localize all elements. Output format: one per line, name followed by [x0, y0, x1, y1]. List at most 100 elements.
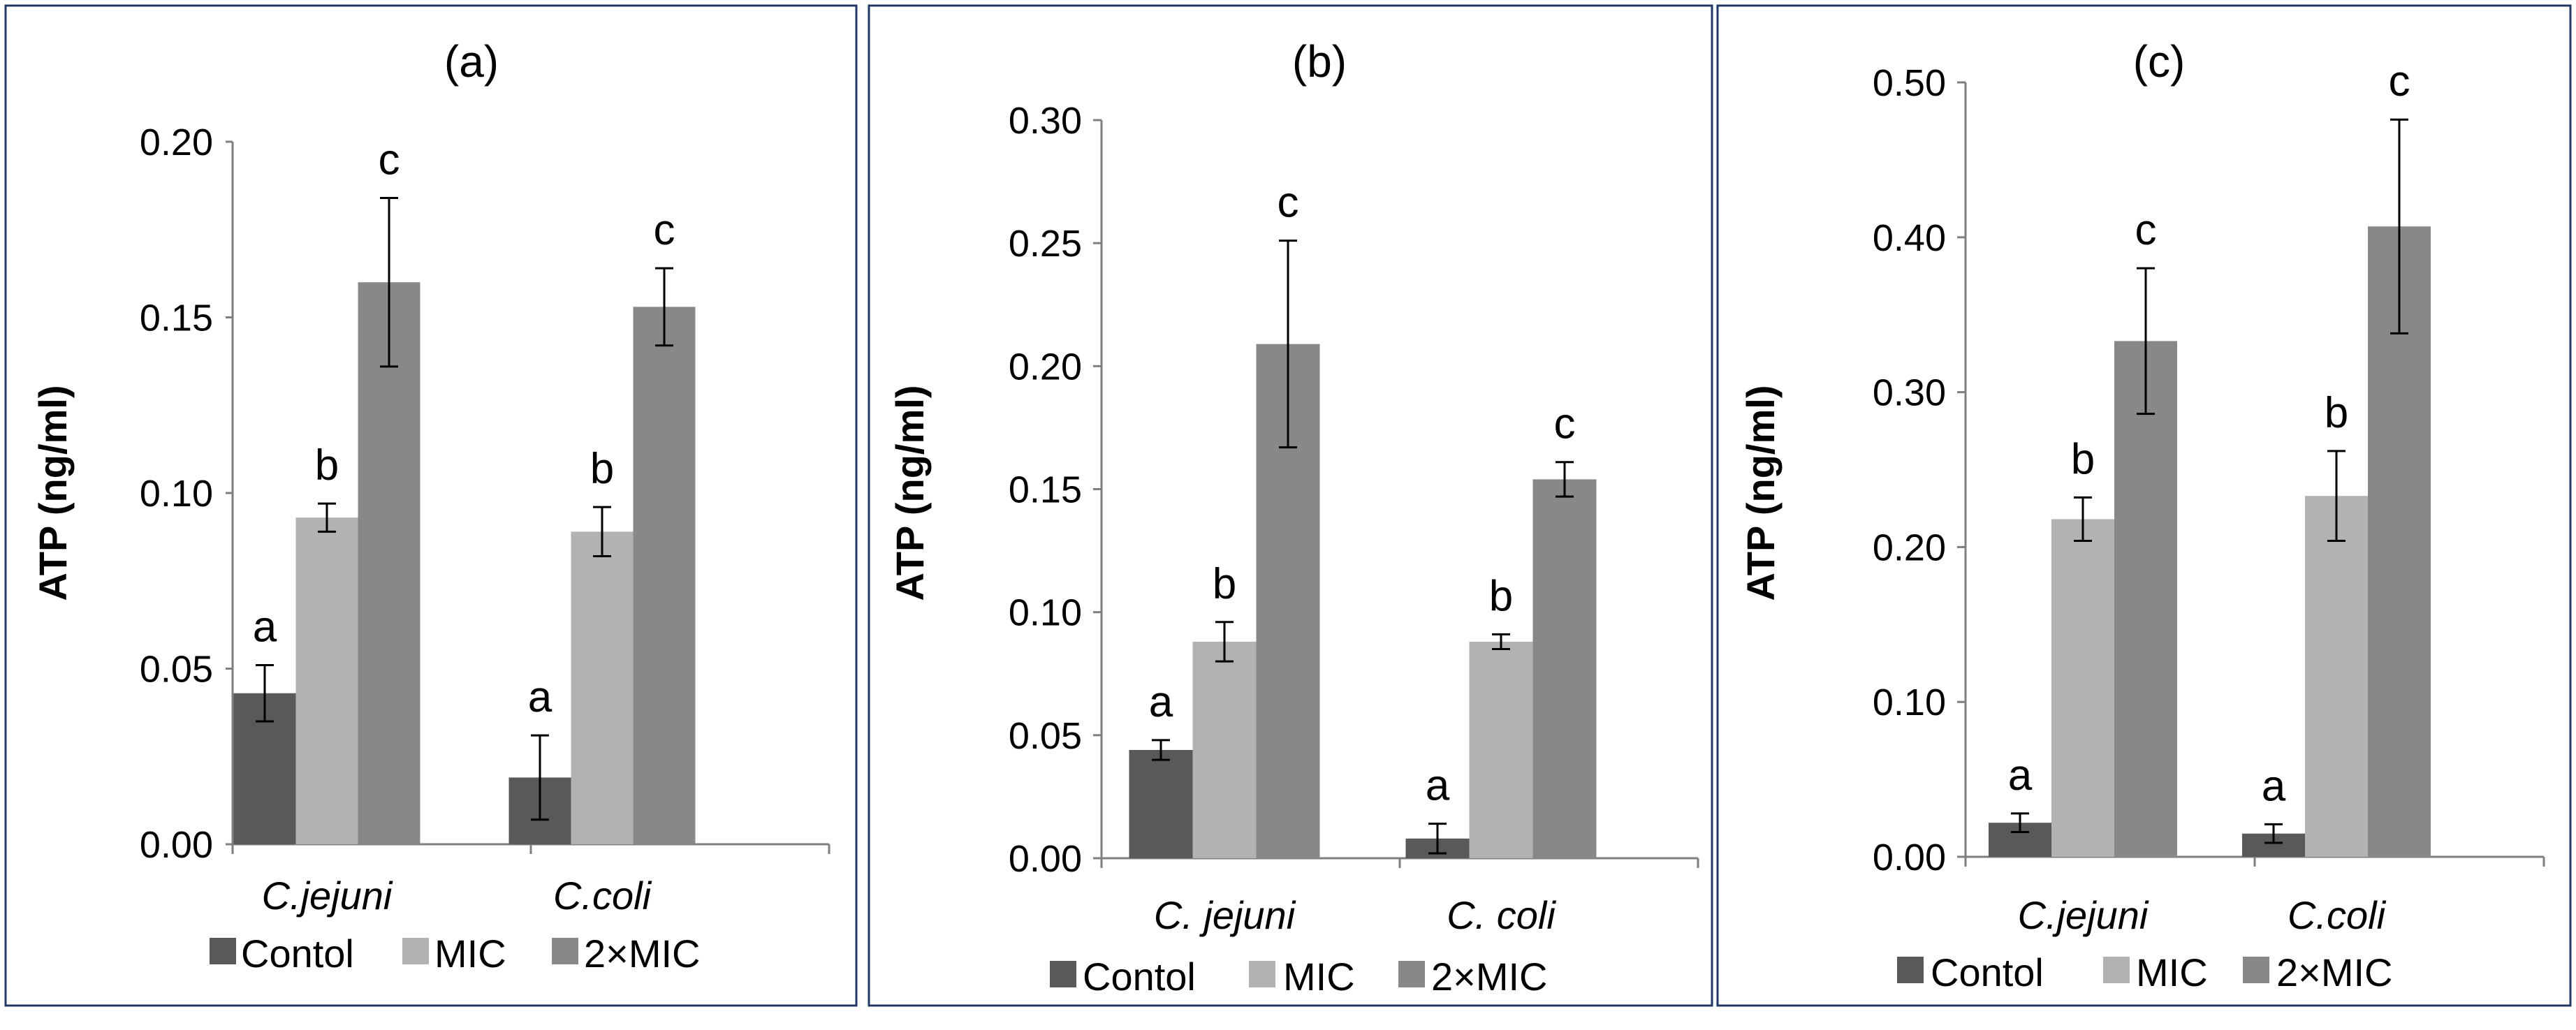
- legend-swatch: [552, 938, 578, 964]
- bar-c-coli-mic: [1469, 641, 1533, 858]
- category-label: C.coli: [553, 874, 652, 918]
- legend-label: MIC: [434, 932, 506, 976]
- bar-c-jejuni-mic: [2051, 519, 2114, 857]
- y-tick-label: 0.15: [140, 297, 213, 339]
- legend-swatch: [1050, 961, 1076, 987]
- significance-letter: a: [528, 673, 552, 721]
- legend-swatch: [1398, 961, 1425, 987]
- error-bar: [2327, 450, 2346, 543]
- legend-label: 2×MIC: [1431, 955, 1548, 999]
- legend-label: 2×MIC: [2276, 950, 2393, 994]
- bar-c-jejuni-contol: [1129, 749, 1193, 858]
- y-tick-label: 0.15: [1009, 469, 1082, 511]
- significance-letter: c: [2389, 57, 2410, 105]
- significance-letter: c: [654, 206, 675, 254]
- chart-panel-3: (c) 0.00 0.10 0.20 0.30 0.40 0.50 ATP (ng/ml) a b…: [1716, 4, 2572, 1007]
- y-tick-label: 0.05: [1009, 715, 1082, 757]
- y-tick-label: 0.00: [140, 824, 213, 866]
- legend-swatch: [210, 938, 236, 964]
- y-tick-label: 0.30: [1873, 372, 1946, 414]
- error-bar: [1428, 823, 1447, 855]
- category-label: C.jejuni: [2018, 893, 2149, 937]
- bar-c-jejuni-mic: [295, 517, 358, 844]
- error-bar: [318, 502, 336, 533]
- y-tick-label: 0.50: [1873, 62, 1946, 104]
- y-tick-label: 0.05: [140, 649, 213, 691]
- y-tick-label: 0.10: [1873, 682, 1946, 723]
- y-tick-label: 0.20: [1009, 346, 1082, 388]
- significance-letter: b: [1489, 572, 1513, 620]
- legend-label: 2×MIC: [584, 932, 701, 976]
- panel-border: [868, 4, 1713, 1007]
- y-tick-label: 0.20: [1873, 527, 1946, 568]
- category-label: C.jejuni: [262, 874, 393, 918]
- y-tick-label: 0.00: [1009, 838, 1082, 880]
- legend-label: Contol: [1083, 955, 1196, 999]
- bar-c-coli-mic: [2305, 496, 2368, 857]
- error-bar: [1152, 739, 1170, 761]
- bar-c-coli--mic: [633, 307, 696, 844]
- error-bar: [593, 506, 611, 558]
- error-bar: [2390, 118, 2408, 334]
- legend-label: Contol: [1931, 950, 2044, 994]
- significance-letter: a: [1149, 678, 1173, 726]
- y-tick-label: 0.20: [140, 122, 213, 163]
- y-tick-label: 0.40: [1873, 217, 1946, 259]
- category-label: C.coli: [2288, 893, 2387, 937]
- significance-letter: b: [590, 445, 614, 493]
- category-label: C. jejuni: [1154, 893, 1296, 937]
- panel-border: [4, 4, 858, 1007]
- y-tick-label: 0.10: [1009, 592, 1082, 634]
- panel-border: [1716, 4, 2572, 1007]
- significance-letter: c: [2135, 206, 2157, 254]
- legend-swatch: [1897, 957, 1924, 983]
- bar-c-jejuni-mic: [1192, 641, 1257, 858]
- error-bar: [380, 196, 398, 368]
- bar-c-jejuni--mic: [2114, 341, 2177, 857]
- legend-label: MIC: [2136, 950, 2208, 994]
- error-bar: [1492, 633, 1510, 651]
- category-label: C. coli: [1447, 893, 1556, 937]
- panel-title: (c): [2133, 36, 2186, 87]
- error-bar: [2264, 823, 2283, 844]
- y-tick-label: 0.00: [1873, 837, 1946, 878]
- y-tick-label: 0.30: [1009, 100, 1082, 142]
- significance-letter: b: [2325, 389, 2348, 437]
- y-axis-title: ATP (ng/ml): [888, 385, 932, 601]
- significance-letter: b: [1213, 560, 1236, 608]
- y-axis-title: ATP (ng/ml): [31, 385, 75, 601]
- significance-letter: c: [379, 135, 400, 184]
- bar-c-coli--mic: [1532, 479, 1597, 858]
- y-tick-label: 0.25: [1009, 223, 1082, 265]
- significance-letter: a: [253, 603, 277, 651]
- legend-swatch: [2243, 957, 2269, 983]
- bar-c-jejuni--mic: [358, 282, 420, 844]
- error-bar: [531, 734, 549, 821]
- legend-swatch: [1249, 961, 1275, 987]
- error-bar: [2011, 812, 2029, 834]
- legend-swatch: [402, 938, 429, 964]
- legend-swatch: [2103, 957, 2130, 983]
- error-bar: [2074, 496, 2092, 543]
- significance-letter: c: [1278, 179, 1299, 227]
- error-bar: [1556, 461, 1574, 498]
- y-axis-title: ATP (ng/ml): [1739, 385, 1783, 601]
- significance-letter: b: [315, 441, 339, 490]
- error-bar: [1215, 621, 1234, 663]
- legend-label: MIC: [1283, 955, 1355, 999]
- y-tick-label: 0.10: [140, 473, 213, 515]
- significance-letter: b: [2071, 435, 2095, 483]
- error-bar: [2137, 267, 2155, 415]
- legend-label: Contol: [241, 932, 354, 976]
- panel-title: (a): [444, 36, 499, 87]
- error-bar: [1279, 240, 1297, 449]
- chart-panel-1: (a) 0.00 0.05 0.10 0.15 0.20 ATP (ng/ml) a b c C.j…: [4, 4, 858, 1007]
- significance-letter: a: [1426, 762, 1450, 810]
- chart-panel-2: (b) 0.00 0.05 0.10 0.15 0.20 0.25 0.30 ATP (ng/m…: [868, 4, 1713, 1007]
- significance-letter: a: [2262, 762, 2286, 810]
- error-bar: [655, 267, 673, 347]
- bar-c-coli-mic: [571, 531, 634, 844]
- significance-letter: c: [1554, 400, 1576, 448]
- significance-letter: a: [2008, 751, 2033, 800]
